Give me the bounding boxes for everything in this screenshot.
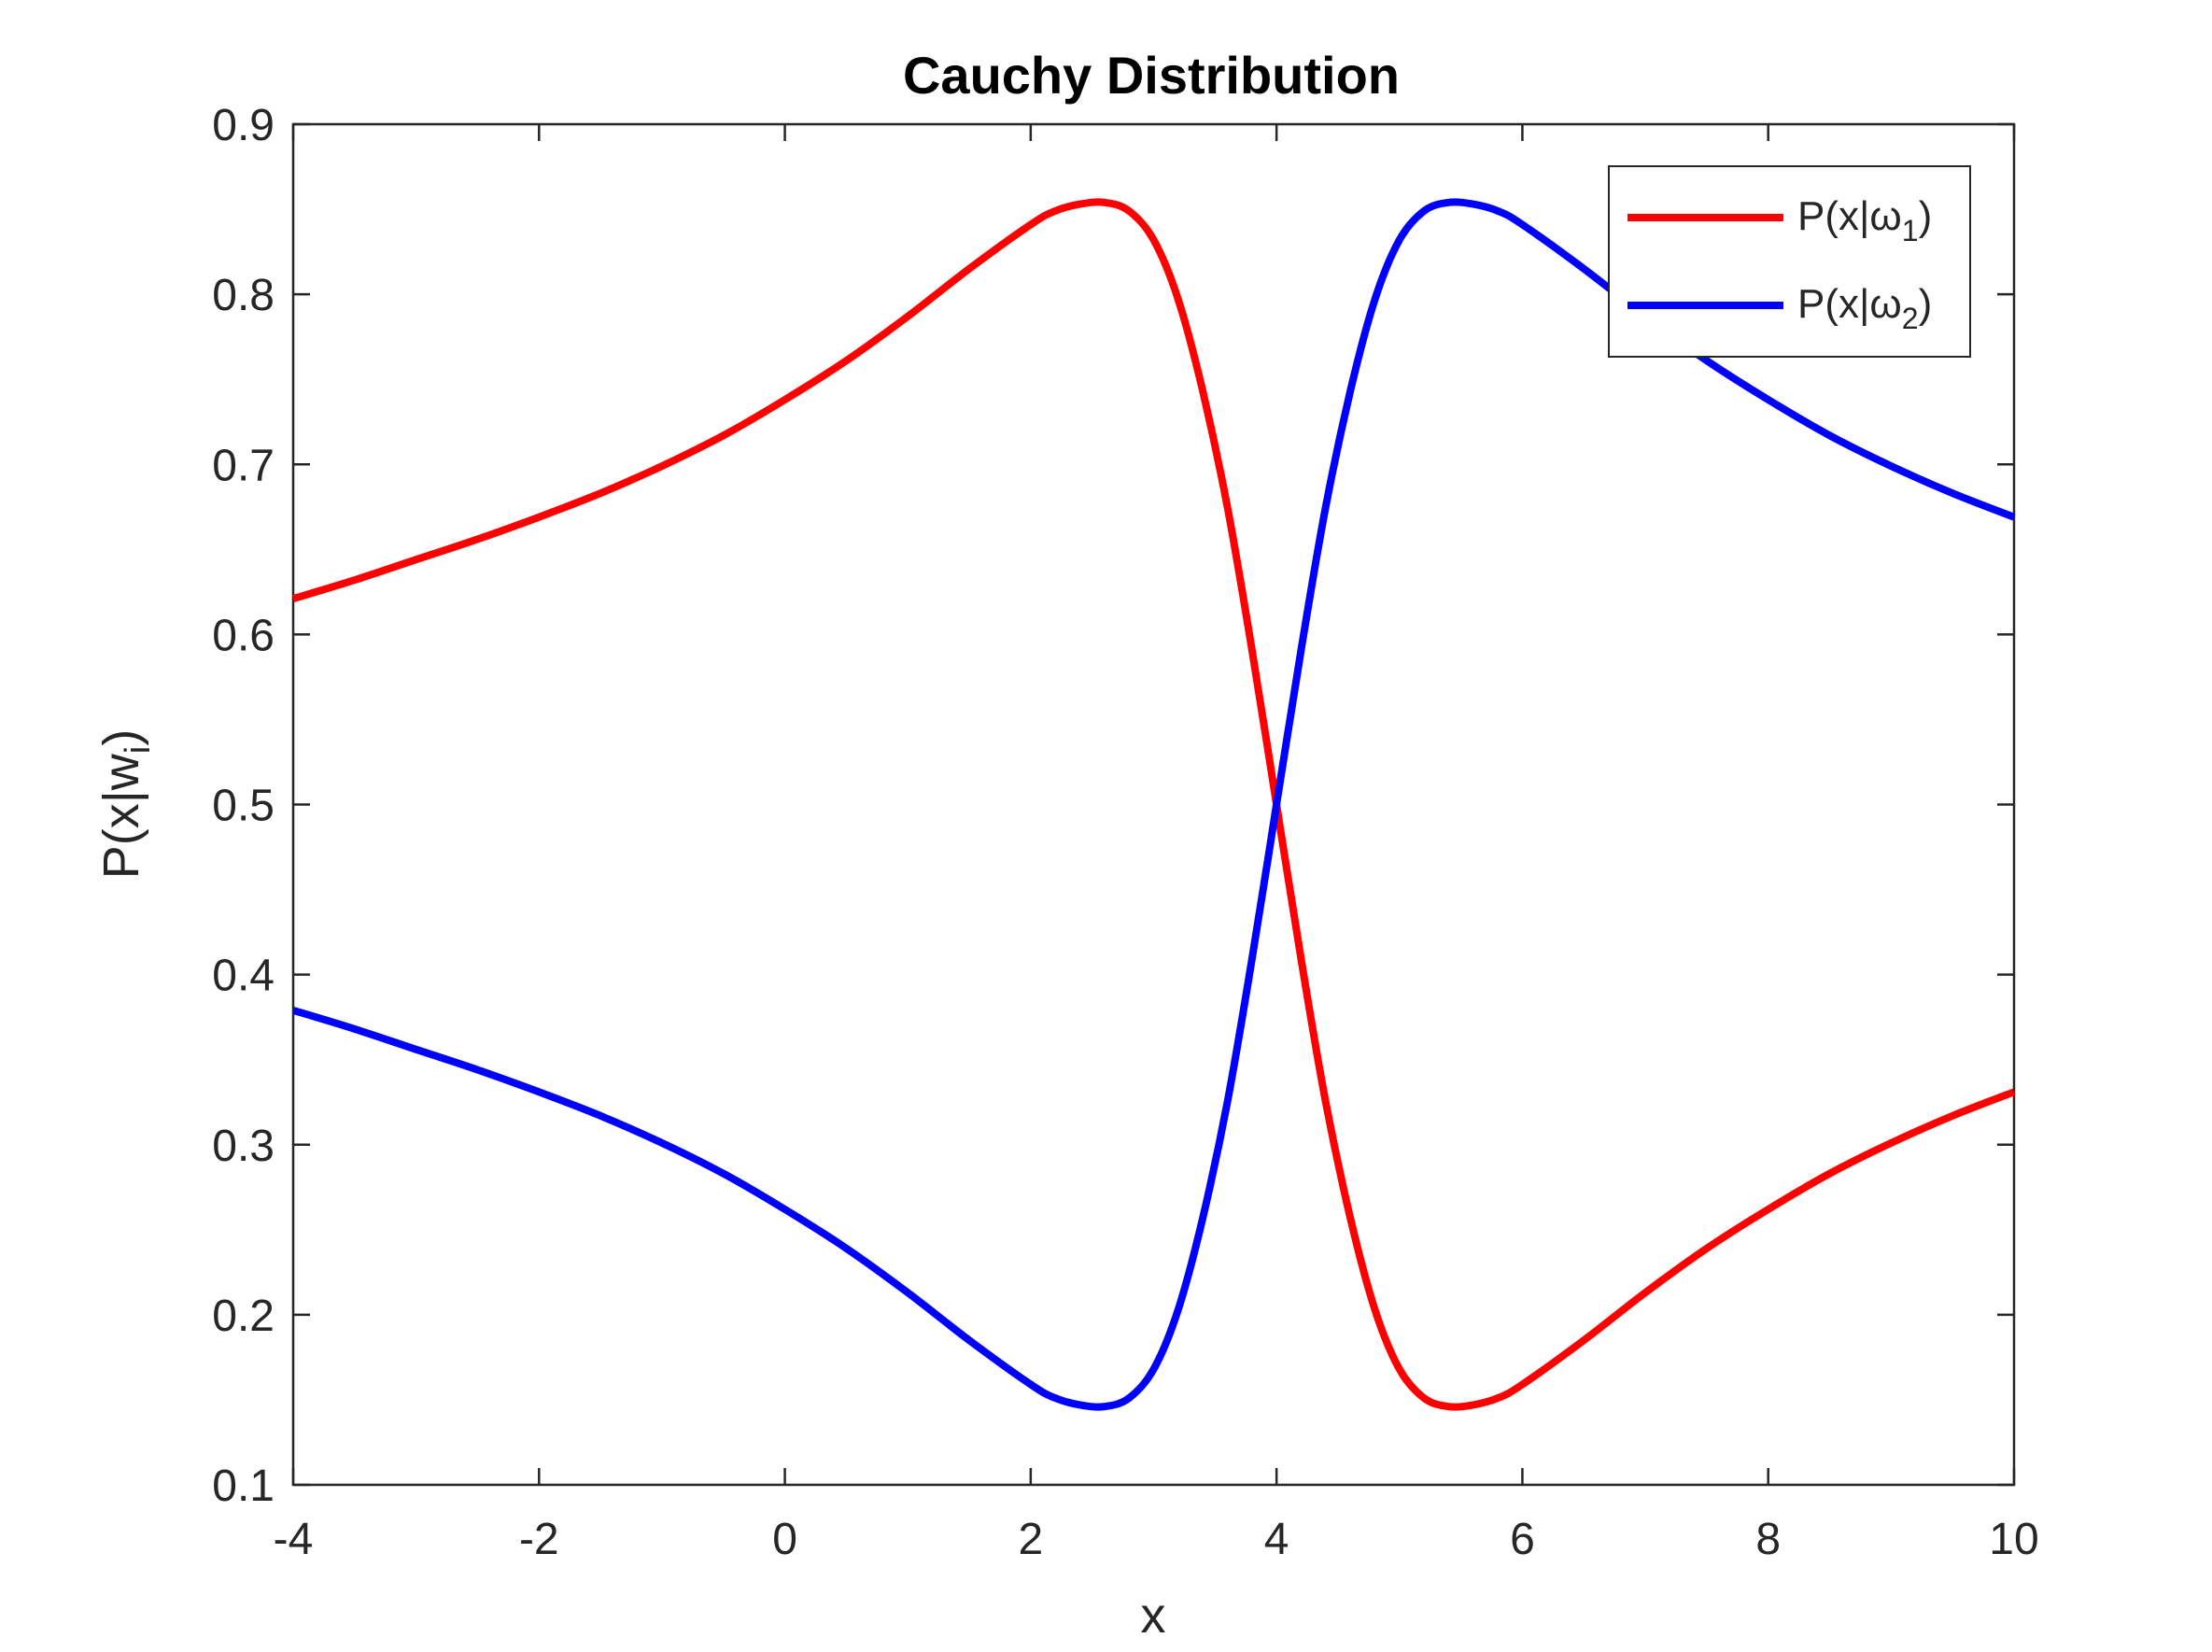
y-axis-label-group: P(x|wi)	[93, 729, 158, 879]
x-tick-label: 6	[1510, 1515, 1535, 1564]
y-axis-label-subscript: i	[119, 746, 158, 754]
legend-label-series-2-close: )	[1919, 281, 1933, 327]
legend-box	[1608, 165, 1971, 358]
x-tick-label: 4	[1264, 1515, 1289, 1564]
series-line-1	[291, 198, 2016, 1411]
x-axis-label: x	[1141, 1588, 1166, 1644]
y-tick-label: 0.1	[212, 1461, 275, 1511]
y-tick-label: 0.3	[212, 1122, 275, 1171]
y-tick-label: 0.8	[212, 271, 275, 320]
legend-label-series-2-main: P(x|ω	[1797, 281, 1902, 327]
legend-label-series-1-main: P(x|ω	[1797, 193, 1902, 239]
y-tick-label: 0.9	[212, 101, 275, 150]
x-tick-label: 2	[1019, 1515, 1044, 1564]
chart-title: Cauchy Distribution	[903, 46, 1400, 105]
y-tick-label: 0.2	[212, 1292, 275, 1341]
y-tick-label: 0.5	[212, 782, 275, 831]
y-axis-label: P(x|wi)	[93, 729, 158, 879]
series-line-2	[291, 198, 2016, 1411]
y-tick-label: 0.6	[212, 611, 275, 660]
series-lines	[291, 198, 2016, 1411]
legend-label-series-1: P(x|ω1)	[1797, 193, 1932, 247]
x-tick-label: 8	[1755, 1515, 1781, 1564]
y-axis-label-main: P(x|w	[93, 753, 149, 879]
legend-label-series-2: P(x|ω2)	[1797, 281, 1932, 335]
x-axis-ticks: -4 -2 0 2 4 6 8 10	[274, 124, 2039, 1564]
y-tick-label: 0.7	[212, 441, 275, 490]
y-axis-ticks: 0.1 0.2 0.3 0.4 0.5 0.6 0.7 0.8 0.9	[212, 101, 2014, 1511]
x-tick-label: 10	[1989, 1515, 2038, 1564]
x-tick-label: 0	[772, 1515, 797, 1564]
y-tick-label: 0.4	[212, 952, 275, 1001]
y-axis-label-close: )	[93, 729, 149, 746]
legend-label-series-2-subscript: 2	[1902, 302, 1919, 335]
legend-label-series-1-close: )	[1919, 193, 1933, 239]
x-tick-label: -2	[519, 1515, 559, 1564]
x-tick-label: -4	[274, 1515, 314, 1564]
legend: P(x|ω1) P(x|ω2)	[1608, 165, 1971, 358]
legend-label-series-1-subscript: 1	[1902, 214, 1919, 247]
